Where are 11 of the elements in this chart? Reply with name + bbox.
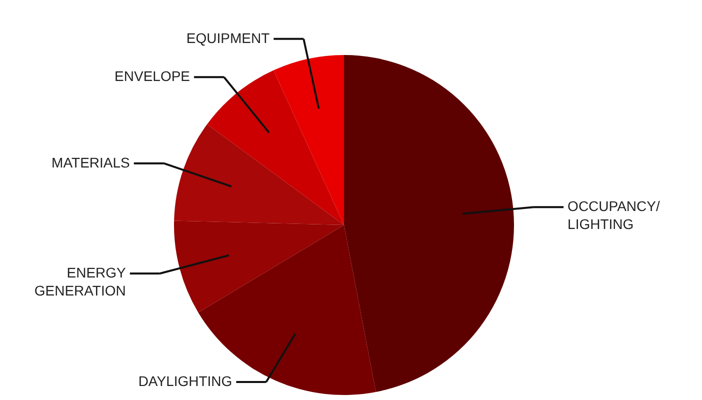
pie-slice <box>174 220 344 312</box>
slice-label: ENVELOPE <box>114 68 190 84</box>
pie-slice <box>174 124 344 225</box>
pie-slice <box>207 70 344 225</box>
slice-label: MATERIALS <box>52 154 130 170</box>
slice-label: DAYLIGHTING <box>138 373 232 389</box>
slice-label: EQUIPMENT <box>186 30 270 46</box>
pie-slice <box>274 55 344 225</box>
pie-slice <box>344 55 514 392</box>
slice-label: OCCUPANCY/ LIGHTING <box>568 198 660 232</box>
slice-label: ENERGY GENERATION <box>34 264 127 299</box>
